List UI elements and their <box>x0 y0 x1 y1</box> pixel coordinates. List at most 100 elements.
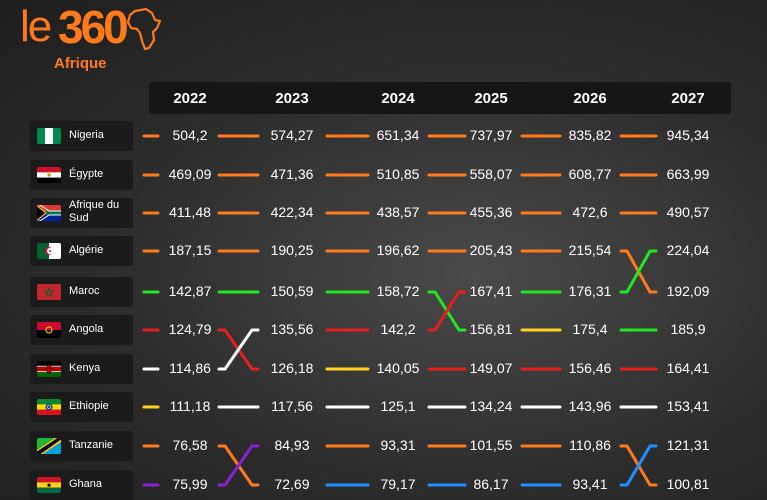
year-label-2022: 2022 <box>173 90 207 107</box>
le360-afrique-logo: le 360 Afrique <box>20 1 162 72</box>
value-kenya-2023: 126,18 <box>270 360 314 376</box>
value-morocco-2027: 192,09 <box>666 283 710 299</box>
value-algeria-2023: 190,25 <box>270 242 314 258</box>
logo-le: le <box>20 2 52 51</box>
value-ghana-2024: 79,17 <box>380 476 416 492</box>
value-ethiopia-2026: 143,96 <box>568 398 612 414</box>
value-nigeria-2022: 504,2 <box>172 127 208 143</box>
swap-line-morocco-2026 <box>619 249 658 294</box>
country-box-tanzania: Tanzanie <box>30 431 133 461</box>
value-ethiopia-2025: 134,24 <box>469 398 513 414</box>
country-name: Nigeria <box>69 129 104 141</box>
value-algeria-2025: 205,43 <box>469 242 513 258</box>
value-ethiopia-2023: 117,56 <box>271 398 313 414</box>
value-nigeria-2023: 574,27 <box>270 127 314 143</box>
country-box-angola: Angola <box>30 315 133 345</box>
value-ghana-2022: 75,99 <box>172 476 208 492</box>
value-algeria-2024: 196,62 <box>376 242 420 258</box>
swap-line-ghana-2022 <box>217 444 260 487</box>
country-box-south-africa: Afrique du Sud <box>30 198 133 228</box>
value-ghana-2027: 100,81 <box>666 476 710 492</box>
country-box-kenya: Kenya <box>30 354 133 384</box>
value-tanzania-2024: 93,31 <box>380 437 416 453</box>
value-ghana-2023: 72,69 <box>274 476 310 492</box>
value-egypt-2023: 471,36 <box>270 166 314 182</box>
value-angola-2027: 185,9 <box>670 321 706 337</box>
value-south-africa-2023: 422,34 <box>270 204 314 220</box>
swap-line-ghana-2026 <box>619 444 658 487</box>
value-ghana-2026: 93,41 <box>572 476 608 492</box>
year-label-2026: 2026 <box>573 90 607 107</box>
value-nigeria-2024: 651,34 <box>376 127 420 143</box>
logo-360: 360 <box>58 1 129 53</box>
value-morocco-2024: 158,72 <box>376 283 420 299</box>
value-angola-2025: 156,81 <box>469 321 513 337</box>
nigeria-flag-icon <box>37 128 61 144</box>
ghana-flag-icon <box>37 477 61 493</box>
south-africa-flag-icon <box>37 205 61 221</box>
swap-line-angola-2024 <box>427 290 467 332</box>
value-ethiopia-2022: 111,18 <box>169 398 211 414</box>
country-name: Maroc <box>69 285 100 297</box>
africa-map-icon <box>126 8 162 50</box>
country-name: Kenya <box>69 362 101 374</box>
country-name: Égypte <box>69 168 104 180</box>
kenya-flag-icon <box>37 361 61 377</box>
value-algeria-2026: 215,54 <box>568 242 612 258</box>
value-ethiopia-2024: 125,1 <box>380 398 416 414</box>
year-label-2027: 2027 <box>671 90 705 107</box>
value-ethiopia-2027: 153,41 <box>666 398 710 414</box>
year-label-2024: 2024 <box>381 90 415 107</box>
value-kenya-2022: 114,86 <box>169 360 211 376</box>
years-header <box>149 82 731 114</box>
value-tanzania-2026: 110,86 <box>569 437 611 453</box>
country-name: Algérie <box>69 244 104 256</box>
value-south-africa-2025: 455,36 <box>469 204 513 220</box>
value-kenya-2025: 149,07 <box>469 360 513 376</box>
value-angola-2024: 142,2 <box>380 321 416 337</box>
morocco-flag-icon <box>37 284 61 300</box>
value-egypt-2027: 663,99 <box>666 166 710 182</box>
value-tanzania-2025: 101,55 <box>469 437 513 453</box>
algeria-flag-icon <box>37 243 61 259</box>
value-nigeria-2027: 945,34 <box>666 127 710 143</box>
value-kenya-2027: 164,41 <box>666 360 710 376</box>
value-morocco-2023: 150,59 <box>270 283 314 299</box>
value-morocco-2026: 176,31 <box>568 283 612 299</box>
country-box-nigeria: Nigeria <box>30 121 133 151</box>
value-angola-2022: 124,79 <box>168 321 212 337</box>
country-name: Angola <box>69 323 104 335</box>
value-angola-2023: 135,56 <box>270 321 314 337</box>
tanzania-flag-icon <box>37 438 61 454</box>
value-angola-2026: 175,4 <box>572 321 608 337</box>
country-box-algeria: Algérie <box>30 236 133 266</box>
value-kenya-2026: 156,46 <box>568 360 612 376</box>
value-tanzania-2023: 84,93 <box>274 437 310 453</box>
country-box-ghana: Ghana <box>30 470 133 500</box>
value-egypt-2024: 510,85 <box>376 166 420 182</box>
country-name: Ethiopie <box>69 400 109 412</box>
value-morocco-2025: 167,41 <box>469 283 513 299</box>
value-south-africa-2022: 411,48 <box>169 204 211 220</box>
value-morocco-2022: 142,87 <box>168 283 212 299</box>
angola-flag-icon <box>37 322 61 338</box>
value-nigeria-2025: 737,97 <box>469 127 513 143</box>
year-label-2025: 2025 <box>474 90 508 107</box>
value-south-africa-2026: 472,6 <box>572 204 608 220</box>
ethiopia-flag-icon <box>37 399 61 415</box>
year-label-2023: 2023 <box>275 90 309 107</box>
value-nigeria-2026: 835,82 <box>568 127 612 143</box>
country-box-ethiopia: Ethiopie <box>30 392 133 422</box>
value-algeria-2027: 224,04 <box>666 242 710 258</box>
value-egypt-2022: 469,09 <box>168 166 212 182</box>
country-name: Ghana <box>69 478 103 490</box>
value-tanzania-2027: 121,31 <box>666 437 710 453</box>
value-egypt-2025: 558,07 <box>469 166 513 182</box>
country-box-egypt: Égypte <box>30 160 133 190</box>
egypt-flag-icon <box>37 167 61 183</box>
logo-afrique: Afrique <box>54 55 107 72</box>
swap-line-kenya-2022 <box>217 328 260 371</box>
value-south-africa-2027: 490,57 <box>666 204 710 220</box>
value-south-africa-2024: 438,57 <box>376 204 420 220</box>
